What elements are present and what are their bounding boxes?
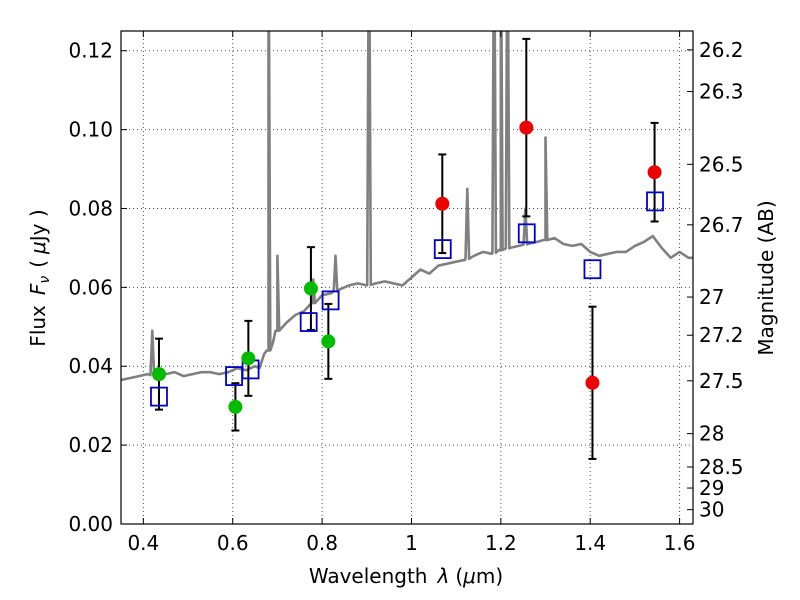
y-tick-label: 0.10 <box>68 118 113 142</box>
magnitude-tick-label: 27 <box>699 285 724 309</box>
green-data-point <box>321 334 336 349</box>
magnitude-tick-label: 27.2 <box>699 323 744 347</box>
y-tick-label: 0.00 <box>68 512 113 536</box>
model-point <box>299 312 318 332</box>
ticks: 0.4 0.6 0.8 1 1.2 1.4 1.6 0.00 0.02 0.04 0.06 0.08 0… <box>68 31 744 555</box>
magnitude-tick-label: 26.5 <box>699 152 744 176</box>
model-point <box>321 290 340 311</box>
magnitude-tick-label: 28.5 <box>699 455 744 479</box>
y-tick-label: 0.08 <box>68 196 113 220</box>
x-tick-label: 0.4 <box>127 531 159 555</box>
plot-frame <box>120 30 694 525</box>
model-point <box>583 259 602 280</box>
point-layer <box>150 120 664 414</box>
y-axis-label: FluxFν(μJy ) <box>26 209 53 346</box>
y-tick-label: 0.12 <box>68 39 113 63</box>
magnitude-tick-label: 28 <box>699 422 724 446</box>
red-data-point <box>647 165 662 180</box>
magnitude-tick-label: 30 <box>699 498 724 522</box>
x-tick-label: 1.6 <box>664 531 696 555</box>
y-tick-label: 0.04 <box>68 354 113 378</box>
plot-area <box>121 31 693 524</box>
magnitude-tick-label: 26.7 <box>699 213 744 237</box>
magnitude-tick-label: 26.3 <box>699 80 744 104</box>
magnitude-tick-label: 29 <box>699 476 724 500</box>
x-tick-label: 0.8 <box>306 531 338 555</box>
y-tick-label: 0.06 <box>68 275 113 299</box>
model-point <box>646 191 664 212</box>
magnitude-tick-label: 26.2 <box>699 38 744 62</box>
model-point <box>433 239 452 260</box>
green-data-point <box>228 399 243 414</box>
magnitude-axis-label: Magnitude (AB) <box>754 200 778 355</box>
model-point <box>150 386 168 407</box>
red-data-point <box>435 196 450 211</box>
model-point <box>517 223 536 244</box>
green-data-point <box>241 351 256 366</box>
green-data-point <box>303 281 318 296</box>
x-axis-label: Wavelength λ (μm) <box>309 564 503 588</box>
x-tick-label: 1.2 <box>485 531 517 555</box>
red-data-point <box>585 375 600 390</box>
x-tick-label: 1 <box>405 531 418 555</box>
magnitude-tick-label: 27.5 <box>699 369 744 393</box>
red-data-point <box>519 120 534 135</box>
x-tick-label: 1.4 <box>574 531 606 555</box>
x-tick-label: 0.6 <box>217 531 249 555</box>
green-data-point <box>151 367 166 382</box>
y-tick-label: 0.02 <box>68 433 113 457</box>
